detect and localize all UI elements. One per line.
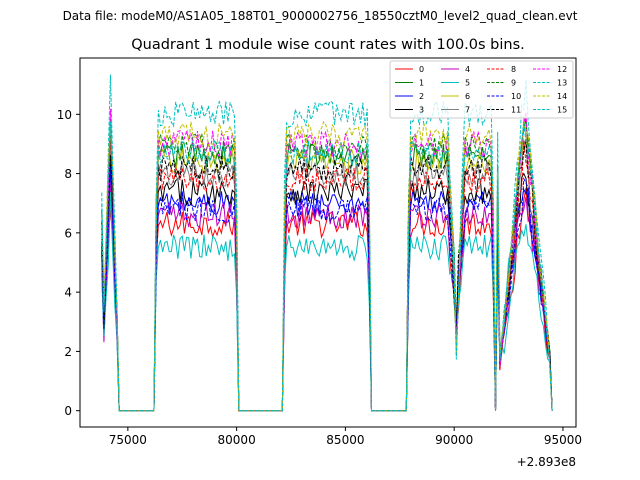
legend-box [389, 60, 574, 119]
series-line-6 [101, 115, 553, 412]
legend-label-1: 1 [419, 79, 424, 88]
legend-label-5: 5 [465, 79, 470, 88]
y-tick-label: 4 [64, 286, 72, 300]
series-line-12 [101, 108, 553, 412]
y-tick-label: 0 [64, 404, 72, 418]
x-tick-label: 90000 [435, 433, 473, 447]
x-tick-label: 95000 [544, 433, 582, 447]
legend-label-2: 2 [419, 92, 424, 101]
x-tick-label: 75000 [109, 433, 147, 447]
legend-label-8: 8 [511, 65, 516, 74]
series-line-5 [101, 192, 553, 412]
legend-label-9: 9 [511, 79, 516, 88]
series-line-15 [101, 121, 553, 412]
series-line-13 [101, 74, 553, 412]
legend-label-7: 7 [465, 106, 470, 115]
legend-label-3: 3 [419, 106, 424, 115]
legend-label-12: 12 [557, 65, 567, 74]
y-tick-label: 6 [64, 226, 72, 240]
x-offset-label: +2.893e8 [517, 455, 576, 469]
series-line-14 [101, 120, 553, 412]
y-tick-label: 2 [64, 345, 72, 359]
series-line-3 [101, 162, 553, 412]
legend-label-0: 0 [419, 65, 424, 74]
plot-area [101, 74, 553, 412]
axes-frame [79, 57, 577, 428]
x-tick-label: 80000 [218, 433, 256, 447]
series-line-11 [101, 138, 553, 412]
legend-label-14: 14 [557, 92, 567, 101]
x-tick-label: 85000 [326, 433, 364, 447]
y-tick-label: 10 [57, 108, 72, 122]
legend-label-11: 11 [511, 106, 521, 115]
series-line-1 [101, 118, 553, 412]
legend-label-10: 10 [511, 92, 521, 101]
legend-label-15: 15 [557, 106, 567, 115]
figure-suptitle: Data file: modeM0/AS1A05_188T01_90000027… [63, 9, 578, 23]
legend-label-6: 6 [465, 92, 470, 101]
series-line-4 [101, 181, 553, 412]
legend-label-4: 4 [465, 65, 470, 74]
legend-label-13: 13 [557, 79, 567, 88]
y-tick-label: 8 [64, 167, 72, 181]
series-line-0 [101, 187, 553, 412]
series-line-2 [101, 161, 553, 412]
series-line-10 [101, 165, 553, 412]
chart-title: Quadrant 1 module wise count rates with … [131, 37, 525, 53]
